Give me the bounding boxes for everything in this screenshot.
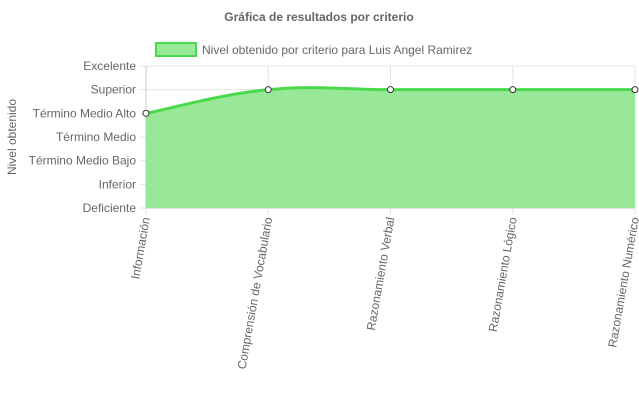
x-tick-label: Razonamiento Lógico	[486, 216, 520, 333]
y-axis-title: Nivel obtenido	[5, 99, 19, 175]
y-tick-label: Deficiente	[83, 201, 137, 215]
chart-title: Gráfica de resultados por criterio	[224, 10, 413, 24]
legend-swatch	[155, 42, 197, 57]
y-tick-label: Término Medio Bajo	[29, 154, 137, 168]
data-point	[509, 86, 517, 94]
legend-label: Nivel obtenido por criterio para Luis An…	[202, 43, 472, 57]
y-tick-label: Excelente	[83, 59, 136, 73]
y-tick-label: Término Medio Alto	[33, 106, 137, 120]
area-layer	[145, 86, 635, 208]
data-point	[142, 109, 150, 117]
data-point	[631, 86, 639, 94]
x-tick-label: Razonamiento Verbal	[364, 216, 398, 331]
data-point	[264, 86, 272, 94]
legend[interactable]: Nivel obtenido por criterio para Luis An…	[155, 42, 472, 57]
y-tick-label: Inferior	[99, 177, 136, 191]
series-area-fill	[146, 87, 635, 208]
y-tick-labels: Deficiente Inferior Término Medio Bajo Térm…	[29, 59, 137, 215]
data-point	[387, 86, 394, 94]
x-tick-label: Razonamiento Numérico	[605, 216, 639, 349]
x-tick-labels: Información Comprensión de Vocabulario Raz…	[128, 216, 639, 371]
y-tick-label: Término Medio	[56, 130, 136, 144]
x-tick-label: Información	[128, 216, 153, 280]
x-tick-label: Comprensión de Vocabulario	[235, 216, 276, 371]
y-tick-label: Superior	[91, 83, 136, 97]
points-layer	[142, 86, 639, 117]
